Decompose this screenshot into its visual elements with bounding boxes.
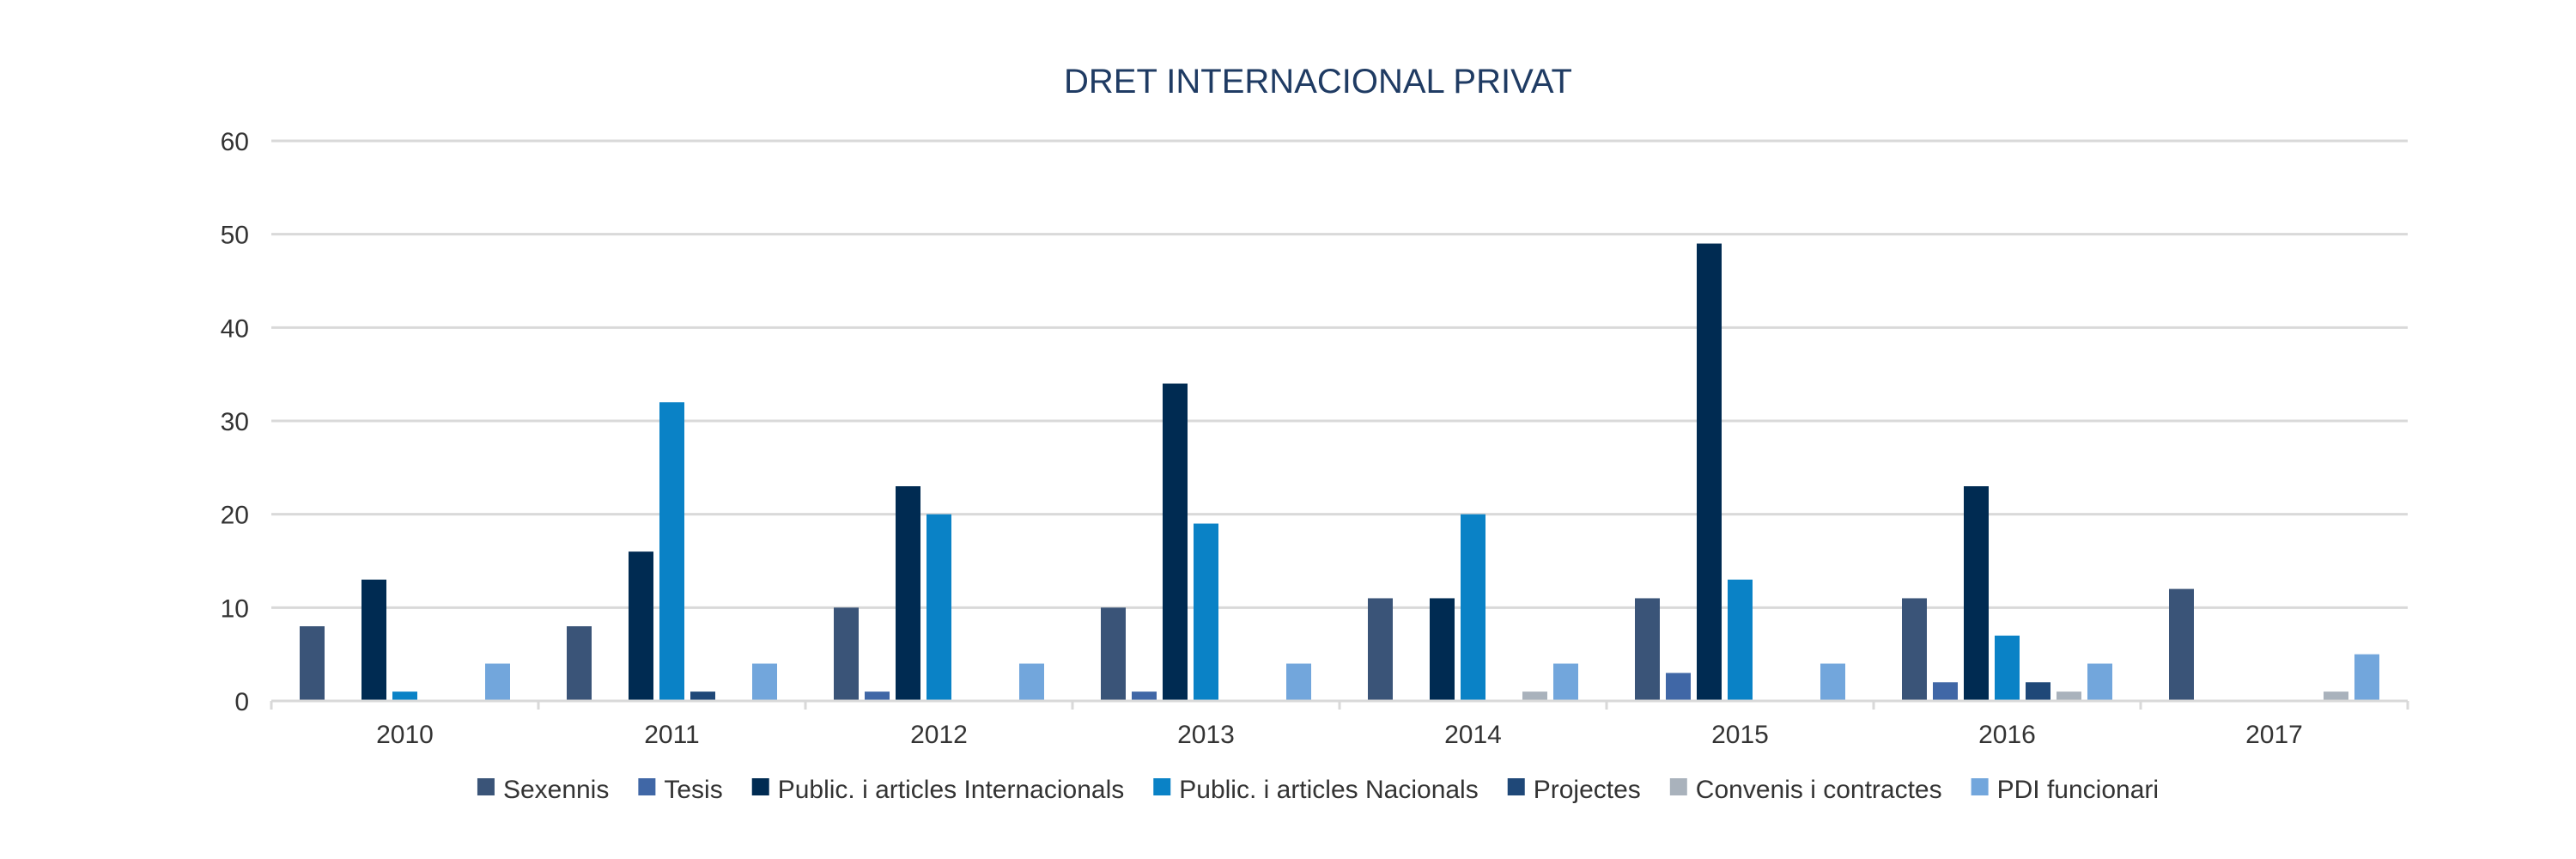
y-tick-label: 60 <box>221 128 249 156</box>
bar <box>896 486 920 701</box>
legend-swatch <box>477 778 495 795</box>
legend-label: PDI funcionari <box>1997 776 2159 804</box>
bar <box>1697 243 1722 701</box>
bar <box>361 579 386 701</box>
bar <box>2026 682 2050 701</box>
x-tick-label: 2016 <box>1978 721 2036 749</box>
bar <box>1995 635 2020 701</box>
legend-item: PDI funcionari <box>1971 776 2159 804</box>
chart-title: DRET INTERNACIONAL PRIVAT <box>1064 63 1572 101</box>
x-tick-label: 2015 <box>1711 721 1769 749</box>
bar <box>1286 663 1311 701</box>
bar <box>2169 588 2194 701</box>
bar <box>1132 691 1157 701</box>
y-tick-label: 30 <box>221 408 249 436</box>
bar <box>927 514 951 701</box>
bar <box>485 663 510 701</box>
y-tick-label: 50 <box>221 222 249 250</box>
legend-swatch <box>751 778 769 795</box>
legend-item: Projectes <box>1507 776 1641 804</box>
legend-label: Projectes <box>1534 776 1641 804</box>
bar <box>1728 579 1753 701</box>
legend-swatch <box>1669 778 1687 795</box>
bar <box>2057 691 2081 701</box>
bar <box>392 691 417 701</box>
x-tick-label: 2010 <box>376 721 434 749</box>
bar <box>1635 598 1660 701</box>
bar <box>865 691 890 701</box>
bar <box>690 691 715 701</box>
legend-item: Public. i articles Internacionals <box>751 776 1125 804</box>
legend-swatch <box>638 778 656 795</box>
x-tick-label: 2014 <box>1444 721 1502 749</box>
bar <box>2354 654 2379 701</box>
bar <box>1522 691 1547 701</box>
bar <box>2087 663 2112 701</box>
bar <box>1964 486 1989 701</box>
bar <box>1553 663 1578 701</box>
legend-item: Convenis i contractes <box>1669 776 1942 804</box>
bar <box>1101 607 1126 701</box>
x-axis-ticks: 2010 2011 2012 2013 2014 2015 2016 2017 <box>376 721 2303 749</box>
bar <box>1820 663 1845 701</box>
y-tick-label: 0 <box>234 688 249 716</box>
x-tick-label: 2017 <box>2245 721 2303 749</box>
gridlines <box>271 139 2408 609</box>
bar <box>1019 663 1044 701</box>
legend-item: Public. i articles Nacionals <box>1153 776 1479 804</box>
y-tick-label: 20 <box>221 502 249 530</box>
x-tick-label: 2011 <box>644 721 700 749</box>
bar <box>1163 383 1188 701</box>
legend-label: Sexennis <box>503 776 609 804</box>
bars <box>300 243 2379 701</box>
bar <box>1902 598 1927 701</box>
legend-item: Sexennis <box>477 776 609 804</box>
legend-swatch <box>1153 778 1171 795</box>
legend-label: Tesis <box>664 776 722 804</box>
legend-label: Convenis i contractes <box>1696 776 1942 804</box>
bar <box>834 607 859 701</box>
y-tick-label: 40 <box>221 314 249 343</box>
bar <box>1430 598 1455 701</box>
bar <box>2324 691 2348 701</box>
bar <box>300 626 325 701</box>
x-tick-label: 2012 <box>910 721 968 749</box>
legend-swatch <box>1507 778 1525 795</box>
x-axis <box>270 699 2409 710</box>
bar <box>567 626 592 701</box>
x-tick-label: 2013 <box>1177 721 1235 749</box>
bar <box>1461 514 1485 701</box>
bar <box>752 663 777 701</box>
y-axis-ticks: 0 10 20 30 40 50 60 <box>221 128 249 716</box>
legend-label: Public. i articles Nacionals <box>1179 776 1478 804</box>
bar <box>1368 598 1393 701</box>
legend-label: Public. i articles Internacionals <box>778 776 1125 804</box>
legend-item: Tesis <box>638 776 723 804</box>
bar <box>629 551 653 701</box>
legend: Sexennis Tesis Public. i articles Internac… <box>477 776 2159 804</box>
bar <box>1933 682 1958 701</box>
legend-swatch <box>1971 778 1989 795</box>
y-tick-label: 10 <box>221 594 249 623</box>
bar <box>1666 673 1691 701</box>
bar <box>1194 523 1218 701</box>
bar <box>659 402 684 701</box>
